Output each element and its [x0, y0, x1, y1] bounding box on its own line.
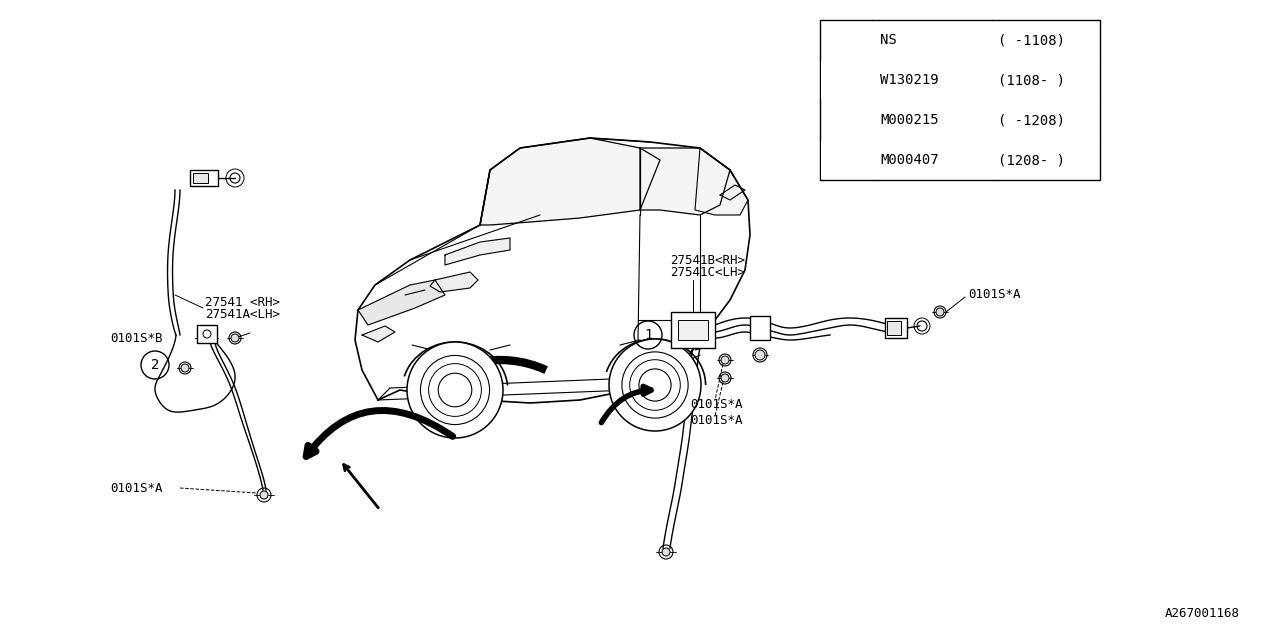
Bar [820, 61, 870, 99]
Circle shape [755, 350, 765, 360]
Circle shape [260, 491, 268, 499]
Text: A267001168: A267001168 [1165, 607, 1240, 620]
Text: 2: 2 [842, 133, 850, 147]
Polygon shape [640, 148, 730, 215]
Text: 0101S*A: 0101S*A [110, 481, 163, 495]
Text: ( -1108): ( -1108) [998, 33, 1065, 47]
Bar [750, 316, 771, 340]
Text: ( -1208): ( -1208) [998, 113, 1065, 127]
Polygon shape [355, 138, 750, 403]
Polygon shape [480, 138, 660, 225]
Bar [671, 312, 716, 348]
Text: 1: 1 [842, 53, 850, 67]
Text: 27541C<LH>: 27541C<LH> [669, 266, 745, 280]
Polygon shape [358, 280, 445, 325]
Text: (1108- ): (1108- ) [998, 73, 1065, 87]
Bar [887, 321, 901, 335]
Text: 2: 2 [151, 358, 159, 372]
Text: NS: NS [881, 33, 897, 47]
Circle shape [609, 339, 701, 431]
Text: 27541A<LH>: 27541A<LH> [205, 308, 280, 321]
Bar [820, 20, 1100, 180]
Text: 1: 1 [644, 328, 653, 342]
FancyArrowPatch shape [602, 387, 652, 422]
Bar [197, 325, 218, 343]
Circle shape [230, 334, 239, 342]
Bar [884, 318, 908, 338]
Circle shape [936, 308, 945, 316]
Circle shape [721, 356, 730, 364]
Text: 27541 <RH>: 27541 <RH> [205, 296, 280, 308]
Text: 27541B<RH>: 27541B<RH> [669, 253, 745, 266]
Bar [193, 173, 207, 183]
FancyArrowPatch shape [306, 410, 453, 456]
Polygon shape [362, 326, 396, 342]
Polygon shape [445, 238, 509, 265]
Text: M000215: M000215 [881, 113, 938, 127]
Text: W130219: W130219 [881, 73, 938, 87]
Circle shape [721, 374, 730, 382]
Text: 0101S*A: 0101S*A [690, 413, 742, 426]
Text: 0101S*A: 0101S*A [968, 287, 1020, 301]
Polygon shape [430, 272, 477, 292]
Polygon shape [695, 148, 748, 215]
Text: (1208- ): (1208- ) [998, 153, 1065, 167]
Bar [189, 170, 218, 186]
Circle shape [662, 548, 669, 556]
Text: 0101S*B: 0101S*B [110, 332, 163, 344]
Circle shape [180, 364, 189, 372]
Bar [820, 141, 870, 179]
Bar [678, 320, 708, 340]
Text: 0101S*A: 0101S*A [690, 399, 742, 412]
Circle shape [407, 342, 503, 438]
Text: M000407: M000407 [881, 153, 938, 167]
